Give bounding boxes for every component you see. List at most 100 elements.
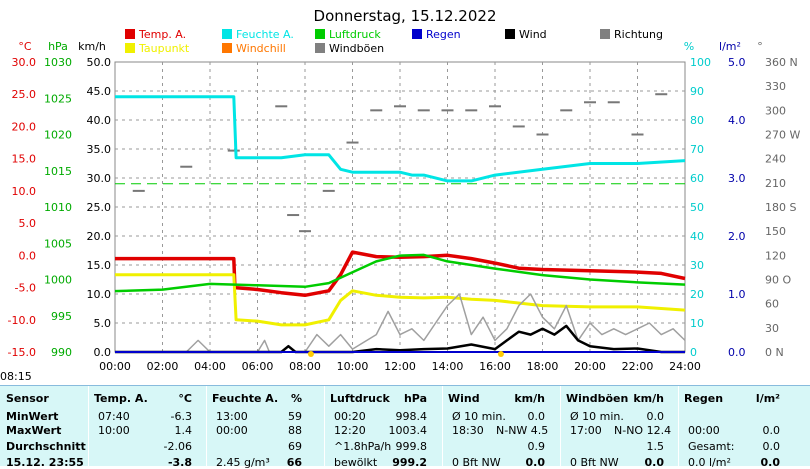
sensor-row-label: 15.12. 23:55 xyxy=(6,456,84,469)
temp-axis-tick: 10.0 xyxy=(12,185,37,198)
legend-swatch xyxy=(125,43,135,53)
direction-axis-tick: 0 N xyxy=(765,346,784,359)
stats-value: 59 xyxy=(288,410,302,423)
direction-axis-tick: 210 xyxy=(765,177,786,190)
direction-point xyxy=(465,109,478,112)
x-tick-label: 14:00 xyxy=(432,360,464,373)
sunrise-time: 08:15 xyxy=(0,370,32,383)
stats-separator xyxy=(206,386,207,466)
wind-axis-label: km/h xyxy=(78,40,106,53)
series-windb-en xyxy=(115,293,686,353)
x-tick-label: 18:00 xyxy=(527,360,559,373)
direction-point xyxy=(394,105,406,108)
legend-swatch xyxy=(505,29,515,39)
stats-value: -2.06 xyxy=(163,440,192,453)
temp-axis-tick: -15.0 xyxy=(8,346,36,359)
humidity-axis-tick: 10 xyxy=(690,317,704,330)
legend-swatch xyxy=(412,29,422,39)
pressure-axis-tick: 1010 xyxy=(44,201,72,214)
legend: Temp. A. Feuchte A. Luftdruck Regen Wind Rich… xyxy=(125,28,663,55)
x-tick-label: 10:00 xyxy=(337,360,369,373)
legend-swatch xyxy=(222,29,232,39)
x-tick-label: 12:00 xyxy=(384,360,416,373)
direction-axis-tick: 90 O xyxy=(765,274,791,287)
temp-axis-tick: -10.0 xyxy=(8,314,36,327)
legend-label: Regen xyxy=(426,28,461,41)
legend-swatch xyxy=(315,29,325,39)
humidity-axis-tick: 20 xyxy=(690,288,704,301)
pressure-axis-tick: 1005 xyxy=(44,237,72,250)
direction-axis-tick: 240 xyxy=(765,153,786,166)
humidity-axis-tick: 70 xyxy=(690,143,704,156)
rain-axis-tick: 5.0 xyxy=(728,56,746,69)
direction-point xyxy=(287,214,300,217)
legend-label: Temp. A. xyxy=(138,28,186,41)
x-tick-label: 22:00 xyxy=(622,360,654,373)
rain-axis-tick: 0.0 xyxy=(728,346,746,359)
direction-axis-tick: 300 xyxy=(765,104,786,117)
stats-value: 1.4 xyxy=(174,424,193,437)
direction-point xyxy=(275,105,288,108)
x-tick-label: 08:00 xyxy=(289,360,321,373)
stats-value: 999.2 xyxy=(392,456,427,469)
direction-point xyxy=(322,189,335,192)
wind-axis-tick: 10.0 xyxy=(87,288,112,301)
stats-table: Sensor MinWert MaxWert Durchschnitt 15.12. 2… xyxy=(0,385,810,469)
stats-time: 10:00 xyxy=(98,424,130,437)
stats-separator xyxy=(442,386,443,466)
humidity-axis-tick: 90 xyxy=(690,85,704,98)
stats-col-header: Wind xyxy=(448,392,480,405)
direction-point xyxy=(346,141,359,144)
stats-value: 69 xyxy=(288,440,302,453)
humidity-axis-tick: 40 xyxy=(690,230,704,243)
x-tick-label: 00:00 xyxy=(99,360,131,373)
stats-col-unit: km/h xyxy=(514,392,545,405)
stats-time: Gesamt: xyxy=(688,440,735,453)
stats-value: 1003.4 xyxy=(388,424,428,437)
sunrise-label: 08:15 xyxy=(0,370,32,383)
wind-axis-tick: 5.0 xyxy=(94,317,112,330)
direction-axis-label: ° xyxy=(757,40,763,53)
plot-frame xyxy=(114,61,686,353)
direction-point xyxy=(132,189,145,192)
wind-axis-tick: 25.0 xyxy=(87,201,112,214)
direction-point xyxy=(417,109,430,112)
weather-chart: Donnerstag, 15.12.2022 Temp. A. Feuchte A… xyxy=(8,7,801,373)
series-feuchte-a- xyxy=(115,95,686,183)
stats-value: 0.0 xyxy=(760,456,781,469)
humidity-axis-tick: 100 xyxy=(690,56,711,69)
legend-label: Windchill xyxy=(236,42,286,55)
humidity-axis-tick: 50 xyxy=(690,201,704,214)
direction-axis-tick: 330 xyxy=(765,80,786,93)
stats-time: 17:00 xyxy=(570,424,602,437)
stats-value: 0.0 xyxy=(527,410,546,423)
plot-area xyxy=(114,61,686,357)
direction-point xyxy=(512,125,525,128)
legend-label: Feuchte A. xyxy=(236,28,294,41)
stats-time: 13:00 xyxy=(216,410,248,423)
direction-point xyxy=(607,101,620,104)
stats-col-unit: hPa xyxy=(403,392,427,405)
stats-value: 0.0 xyxy=(646,410,665,423)
stats-separator xyxy=(560,386,561,466)
stats-time: 00:20 xyxy=(334,410,366,423)
pressure-axis-label: hPa xyxy=(48,40,68,53)
wind-axis-tick: 30.0 xyxy=(87,172,112,185)
x-tick-label: 06:00 xyxy=(242,360,274,373)
series-taupunkt xyxy=(115,273,686,327)
pressure-axis-tick: 1000 xyxy=(44,274,72,287)
direction-point xyxy=(655,93,668,96)
wind-axis-tick: 50.0 xyxy=(87,56,112,69)
direction-axis-tick: 360 N xyxy=(765,56,798,69)
legend-swatch xyxy=(600,29,610,39)
pressure-axis-tick: 995 xyxy=(51,310,72,323)
stats-time: 18:30 xyxy=(452,424,484,437)
wind-axis-tick: 35.0 xyxy=(87,143,112,156)
temp-axis-tick: 25.0 xyxy=(12,88,37,101)
stats-separator xyxy=(88,386,89,466)
direction-point xyxy=(180,165,193,168)
stats-time: 12:20 xyxy=(334,424,366,437)
stats-time: bewölkt xyxy=(334,456,378,469)
direction-axis-tick: 30 xyxy=(765,322,779,335)
sensor-row-label: MinWert xyxy=(6,410,59,423)
